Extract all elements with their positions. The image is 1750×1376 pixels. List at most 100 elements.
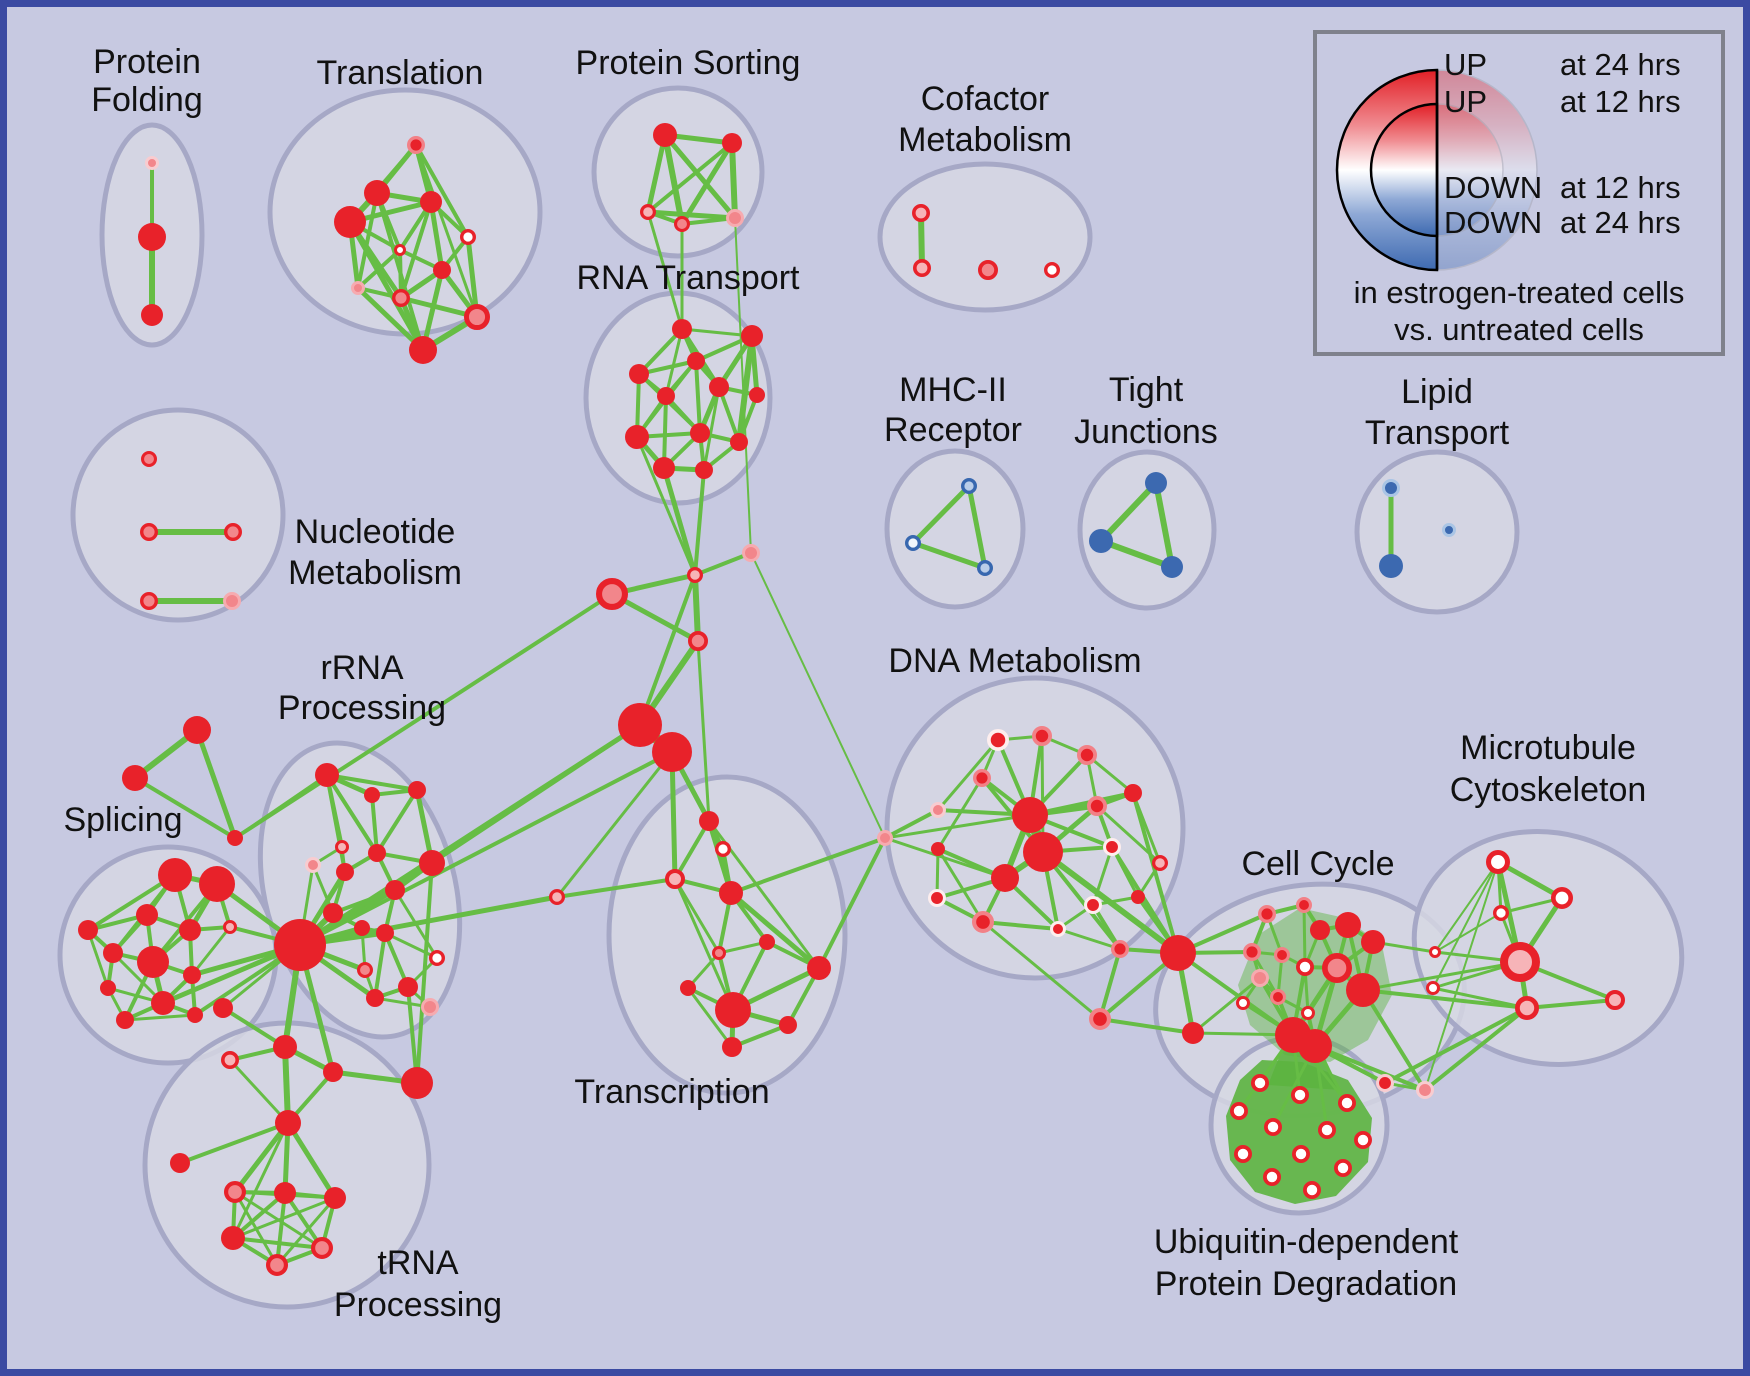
node-red: [687, 352, 705, 370]
cluster-label-trna-processing: Processing: [334, 1286, 502, 1324]
cluster-label-translation: Translation: [317, 54, 484, 92]
legend-time-label-1: at 12 hrs: [1560, 84, 1681, 119]
edge: [233, 773, 329, 840]
node-red-pc: [1321, 952, 1352, 983]
node-red: [366, 989, 384, 1007]
edge: [637, 327, 684, 376]
node-red: [78, 920, 98, 940]
node-red: [199, 866, 235, 902]
node-white-core: [1044, 261, 1061, 278]
cluster-label-cell-cycle: Cell Cycle: [1241, 845, 1394, 883]
node-red: [807, 956, 831, 980]
edge: [370, 793, 379, 855]
edge: [645, 132, 668, 215]
node-red: [1310, 920, 1330, 940]
edge: [680, 327, 754, 338]
edge: [355, 285, 426, 353]
edge: [383, 931, 439, 960]
node-red: [680, 980, 696, 996]
edge: [1098, 1017, 1195, 1035]
legend-direction-label-2: DOWN: [1444, 170, 1542, 205]
cluster-label-trna-processing: tRNA: [377, 1244, 459, 1282]
edge: [1525, 998, 1617, 1010]
node-red: [779, 1016, 797, 1034]
edge: [646, 210, 684, 331]
node-red: [187, 1007, 203, 1023]
edge: [275, 1196, 337, 1267]
cluster-label-lipid-transport: Transport: [1365, 414, 1510, 452]
node-pc-ring: [1605, 990, 1625, 1010]
node-red: [183, 716, 211, 744]
node-pale-red: [1376, 1074, 1395, 1093]
node-red-pr: [1110, 940, 1129, 959]
edge: [194, 727, 238, 841]
node-blue-lr: [1382, 479, 1400, 497]
edge: [1361, 988, 1529, 1010]
legend-layer: UP at 24 hrs UP at 12 hrs DOWN at 12 hrs DOWN a…: [1313, 30, 1725, 356]
edge: [936, 738, 1000, 812]
node-white-core: [1292, 1145, 1311, 1164]
node-red: [275, 1110, 301, 1136]
edge: [331, 888, 397, 915]
node-white-core: [1263, 1168, 1282, 1187]
edge: [817, 836, 887, 970]
node-pink: [877, 830, 893, 846]
node-pale-pink: [1416, 1081, 1435, 1100]
node-red-pc: [978, 259, 999, 280]
node-red-pr: [1274, 947, 1291, 964]
node-red: [1346, 973, 1380, 1007]
edge: [231, 1196, 337, 1240]
node-red-pr: [1087, 796, 1108, 817]
edge: [729, 836, 887, 895]
edge: [728, 890, 822, 971]
node-red: [1023, 832, 1063, 872]
cluster-label-cofactor-metabolism: Metabolism: [898, 121, 1072, 159]
node-pink: [726, 209, 744, 227]
edge: [1434, 912, 1502, 953]
node-red-pc: [712, 946, 726, 960]
edge: [375, 788, 419, 855]
node-pc-ring: [335, 840, 349, 854]
nodes-layer: [78, 123, 1625, 1276]
node-red-pr: [1270, 989, 1287, 1006]
node-white-core: [1354, 1131, 1373, 1150]
node-red: [419, 850, 445, 876]
cluster-label-rrna-processing: rRNA: [320, 649, 403, 687]
node-pink: [1251, 969, 1269, 987]
edge: [1056, 927, 1122, 951]
node-red: [179, 919, 201, 941]
edge: [1423, 1006, 1529, 1092]
node-red: [719, 881, 743, 905]
edge: [1091, 845, 1114, 907]
node-red: [408, 781, 426, 799]
node-red: [1131, 890, 1145, 904]
node-red-wr: [1050, 921, 1066, 937]
node-pc-ring: [223, 920, 237, 934]
node-pc-ring: [548, 888, 565, 905]
node-white-core: [1486, 850, 1511, 875]
edge: [1098, 538, 1175, 570]
cluster-label-splicing: Splicing: [63, 801, 182, 839]
node-white-core: [394, 244, 406, 256]
edge: [883, 808, 940, 840]
node-red: [1361, 930, 1385, 954]
node-red: [699, 811, 719, 831]
edge: [1191, 976, 1262, 1035]
node-white-core: [1264, 1118, 1283, 1137]
edge: [662, 132, 738, 221]
edge: [673, 877, 735, 1012]
node-red: [103, 943, 123, 963]
node-red: [151, 991, 175, 1015]
edge: [645, 209, 738, 221]
cluster-label-nucleotide-metabolism: Metabolism: [288, 554, 462, 592]
edge: [1424, 861, 1499, 1091]
legend-direction-label-0: UP: [1444, 47, 1487, 82]
edge: [1361, 988, 1427, 1092]
cluster-label-nucleotide-metabolism: Nucleotide: [295, 513, 456, 551]
edge: [399, 200, 433, 300]
node-red: [722, 1037, 742, 1057]
node-pc-ring: [686, 566, 703, 583]
node-red-pr: [406, 136, 425, 155]
node-red: [715, 992, 751, 1028]
edge: [428, 199, 445, 273]
